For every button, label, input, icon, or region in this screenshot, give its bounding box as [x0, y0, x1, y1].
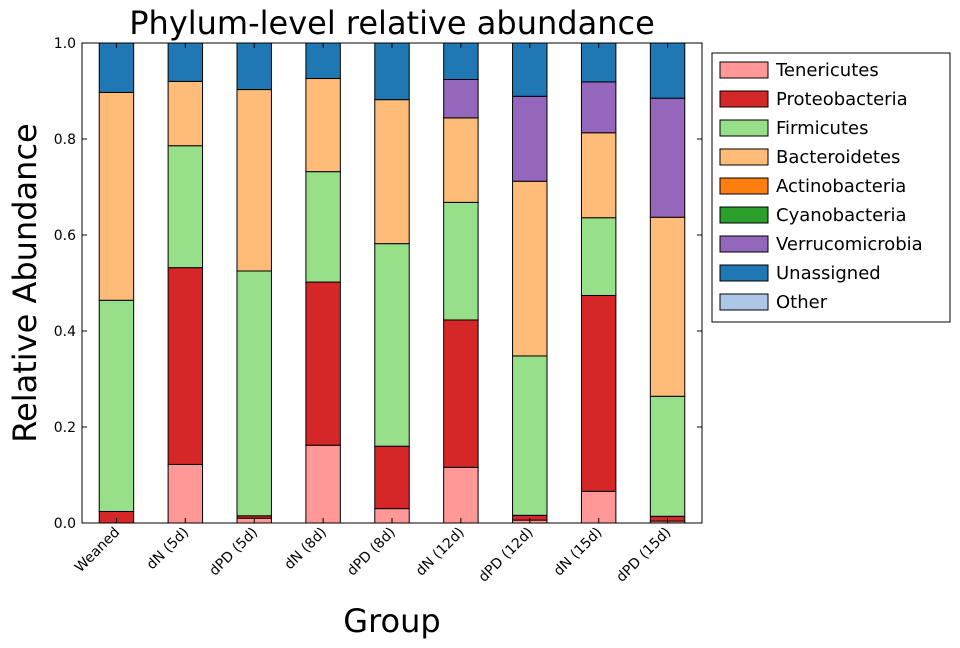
legend-swatch-actinobacteria — [719, 177, 769, 195]
legend-label-proteobacteria: Proteobacteria — [776, 89, 908, 110]
bar-segment-verrucomicrobia-dpd-12d — [512, 95, 548, 182]
x-tick-label: Weaned — [72, 525, 123, 576]
bar-segment-verrucomicrobia-dn-15d — [580, 81, 617, 134]
y-tick-label: 0.4 — [54, 324, 76, 340]
x-axis-title: Group — [343, 602, 440, 640]
legend-label-actinobacteria: Actinobacteria — [776, 176, 906, 197]
legend-swatch-bacteroidetes — [719, 148, 769, 166]
bar-segment-bacteroidetes-dn-12d — [443, 117, 479, 203]
legend-swatch-other — [719, 293, 769, 311]
x-tick-label: dN (15d) — [551, 525, 606, 580]
bar-segment-tenericutes-dn-12d — [443, 466, 479, 524]
legend-label-firmicutes: Firmicutes — [776, 118, 868, 139]
bar-segment-bacteroidetes-dn-8d — [305, 78, 341, 173]
bar-segment-firmicutes-weaned — [98, 299, 135, 512]
legend-swatch-verrucomicrobia — [719, 235, 769, 253]
bar-segment-verrucomicrobia-dpd-15d — [649, 97, 686, 218]
bar-segment-proteobacteria-dn-5d — [167, 267, 204, 465]
bar-segment-proteobacteria-dn-8d — [305, 281, 341, 446]
legend-swatch-firmicutes — [719, 119, 769, 137]
bar-segment-unassigned-dn-12d — [443, 42, 479, 80]
bar-segment-firmicutes-dn-5d — [167, 145, 204, 269]
y-tick-label: 0.0 — [54, 516, 76, 532]
bar-segment-unassigned-dn-8d — [305, 42, 341, 80]
bar-segment-proteobacteria-dpd-8d — [374, 445, 410, 510]
bar-segment-firmicutes-dpd-8d — [374, 243, 410, 447]
bar-segment-firmicutes-dn-12d — [443, 201, 479, 321]
legend-label-unassigned: Unassigned — [776, 263, 881, 284]
bar-segment-firmicutes-dpd-5d — [236, 270, 272, 517]
x-tick-label: dPD (15d) — [613, 525, 674, 586]
x-tick-label: dN (5d) — [144, 525, 192, 573]
legend-label-tenericutes: Tenericutes — [775, 60, 879, 81]
bar-segment-firmicutes-dpd-12d — [512, 355, 548, 516]
bar-segment-firmicutes-dn-8d — [305, 171, 341, 283]
legend: Tenericutes Proteobacteria Firmicutes Bacte… — [711, 52, 951, 323]
bar-segment-unassigned-dpd-15d — [649, 42, 686, 99]
legend-swatch-proteobacteria — [719, 90, 769, 108]
bar-segment-proteobacteria-dn-12d — [443, 319, 479, 468]
bar-segment-verrucomicrobia-dn-12d — [443, 78, 479, 119]
x-tick-label: dPD (8d) — [344, 525, 399, 580]
legend-swatch-unassigned — [719, 264, 769, 282]
legend-label-cyanobacteria: Cyanobacteria — [776, 205, 907, 226]
bar-segment-firmicutes-dn-15d — [580, 217, 617, 296]
bar-segment-unassigned-weaned — [98, 42, 135, 93]
bar-segment-bacteroidetes-dpd-12d — [512, 180, 548, 357]
x-tick-label: dPD (12d) — [476, 525, 537, 586]
y-axis-title: Relative Abundance — [6, 123, 44, 442]
y-tick-label: 0.2 — [54, 420, 76, 436]
bar-segment-bacteroidetes-dpd-15d — [649, 216, 686, 397]
bar-segment-bacteroidetes-dn-5d — [167, 80, 204, 147]
bar-segment-unassigned-dn-5d — [167, 42, 204, 82]
bar-segment-bacteroidetes-weaned — [98, 91, 135, 301]
x-tick-label: dN (12d) — [413, 525, 468, 580]
legend-label-bacteroidetes: Bacteroidetes — [776, 147, 900, 168]
bar-segment-unassigned-dpd-12d — [512, 42, 548, 97]
bar-segment-bacteroidetes-dpd-8d — [374, 99, 410, 245]
x-tick-label: dPD (5d) — [206, 525, 261, 580]
x-tick-label: dN (8d) — [281, 525, 329, 573]
y-tick-label: 0.8 — [54, 132, 76, 148]
bar-segment-tenericutes-dn-5d — [167, 463, 204, 524]
bar-segment-bacteroidetes-dn-15d — [580, 132, 617, 219]
y-tick-label: 0.6 — [54, 228, 76, 244]
legend-label-verrucomicrobia: Verrucomicrobia — [776, 234, 923, 255]
bar-segment-unassigned-dn-15d — [580, 42, 617, 83]
bar-segment-tenericutes-dn-8d — [305, 444, 341, 524]
plot-area: 0.0 0.2 0.4 0.6 0.8 1.0 Weaned dN (5d) dPD (5d) d… — [54, 36, 703, 586]
y-tick-label: 1.0 — [54, 36, 76, 52]
bar-segment-firmicutes-dpd-15d — [649, 395, 686, 517]
bar-segment-tenericutes-dn-15d — [580, 490, 617, 524]
legend-swatch-cyanobacteria — [719, 206, 769, 224]
bar-segment-bacteroidetes-dpd-5d — [236, 89, 272, 272]
legend-swatch-tenericutes — [719, 61, 769, 79]
legend-label-other: Other — [776, 292, 828, 313]
bar-segment-unassigned-dpd-5d — [236, 42, 272, 91]
bar-segment-unassigned-dpd-8d — [374, 42, 410, 101]
bar-segment-proteobacteria-dn-15d — [580, 294, 617, 492]
chart-title: Phylum-level relative abundance — [129, 4, 655, 42]
